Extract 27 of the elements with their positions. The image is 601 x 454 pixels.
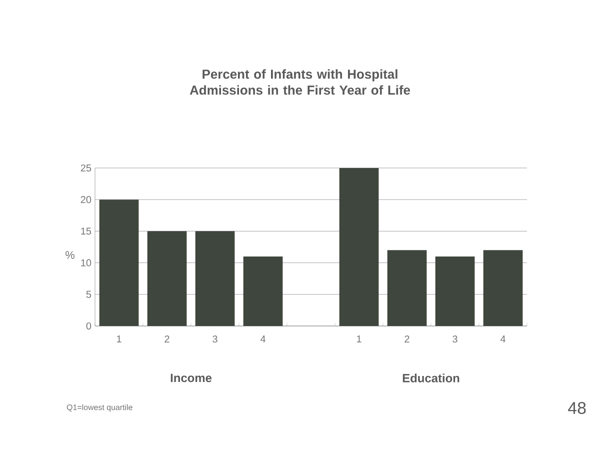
bar — [483, 250, 523, 326]
x-tick-label: 1 — [117, 336, 122, 342]
x-tick-label: 2 — [164, 336, 170, 342]
y-tick-label: 20 — [80, 196, 92, 204]
x-tick-label: 4 — [260, 336, 266, 342]
x-tick-label: 2 — [404, 336, 410, 342]
y-tick-label: 5 — [86, 290, 92, 298]
bar — [195, 231, 235, 326]
y-tick-label: 15 — [81, 228, 92, 235]
y-tick-label: 10 — [81, 259, 92, 266]
text: Income — [170, 374, 212, 382]
bar — [435, 256, 475, 326]
x-tick-label: 3 — [452, 336, 458, 343]
bar — [147, 231, 187, 326]
bar — [387, 250, 427, 326]
y-axis-title: % — [66, 251, 74, 259]
x-tick-label: 1 — [357, 336, 362, 342]
chart-title: Percent of Infants with Hospital Admissions in the First Year of Life — [190, 69, 410, 95]
text: 48 — [568, 402, 586, 414]
x-tick-label: 4 — [500, 336, 506, 342]
y-tick-label: 0 — [86, 322, 92, 330]
bar — [339, 168, 379, 326]
text: Education — [402, 374, 460, 382]
x-tick-label: 3 — [212, 336, 218, 343]
y-tick-label: 25 — [80, 164, 92, 172]
bar — [243, 256, 283, 326]
bar — [99, 200, 139, 326]
